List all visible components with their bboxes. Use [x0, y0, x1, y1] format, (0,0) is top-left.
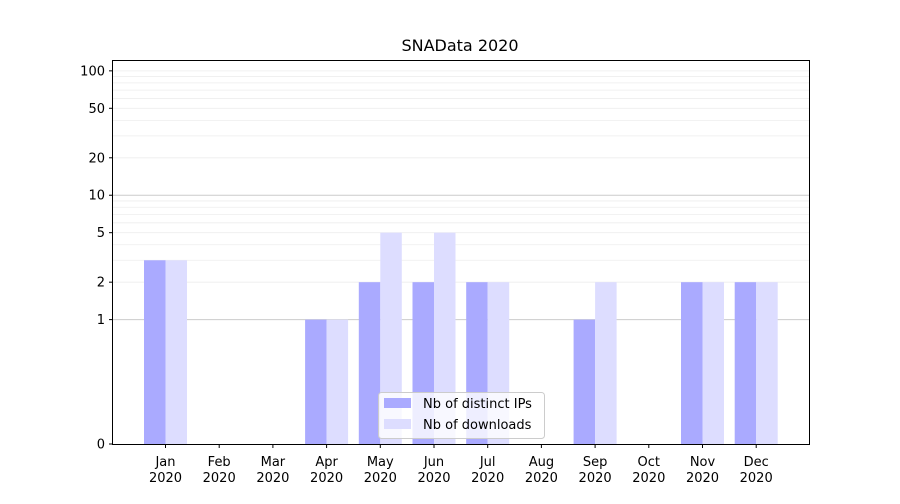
- y-tick-label: 100: [80, 64, 105, 79]
- x-axis: Jan 2020 Feb 2020 Mar 2020 Apr 2020 May 2020 Jun 20…: [149, 444, 773, 486]
- bar-downloads: [165, 260, 187, 444]
- y-tick-label: 1: [97, 313, 105, 328]
- gridlines: [113, 70, 809, 321]
- x-tick-label: Apr 2020: [310, 455, 343, 486]
- bar-downloads: [702, 282, 724, 444]
- bar-downloads: [434, 232, 456, 444]
- bar-downloads: [326, 319, 349, 444]
- x-tick-label: Nov 2020: [686, 455, 719, 486]
- x-tick-label: Jun 2020: [417, 455, 450, 486]
- y-tick-label: 0: [97, 438, 105, 453]
- legend-swatch: [384, 419, 411, 429]
- x-tick-label: Feb 2020: [203, 455, 236, 486]
- x-tick-label: Jul 2020: [471, 455, 504, 486]
- y-tick-label: 5: [97, 226, 105, 241]
- legend-swatch: [384, 398, 411, 408]
- x-tick-label: Mar 2020: [256, 455, 289, 486]
- x-tick-label: May 2020: [364, 455, 397, 486]
- y-tick-label: 20: [88, 151, 105, 166]
- x-tick-label: Dec 2020: [740, 455, 773, 486]
- y-tick-label: 10: [88, 189, 105, 204]
- bar-distinct-ips: [573, 319, 596, 444]
- legend-label: Nb of downloads: [423, 418, 532, 433]
- bar-distinct-ips: [734, 282, 757, 444]
- bar-distinct-ips: [144, 260, 166, 444]
- y-tick-label: 2: [97, 276, 105, 291]
- plot-frame: [112, 60, 810, 445]
- x-tick-label: Sep 2020: [579, 455, 612, 486]
- x-tick-label: Jan 2020: [149, 455, 182, 486]
- y-axis: 0 1 2 5 10 20 50 100: [80, 64, 113, 453]
- chart-title: SNAData 2020: [401, 36, 518, 55]
- bar-distinct-ips: [358, 282, 381, 444]
- legend-box: [378, 392, 545, 439]
- y-tick-label: 50: [88, 102, 105, 117]
- bar-distinct-ips: [681, 282, 703, 444]
- bar-downloads: [595, 282, 617, 444]
- bar-distinct-ips: [305, 319, 327, 444]
- legend-label: Nb of distinct IPs: [423, 397, 532, 412]
- legend: Nb of distinct IPs Nb of downloads: [378, 392, 545, 439]
- x-tick-label: Oct 2020: [632, 455, 665, 486]
- x-tick-label: Aug 2020: [525, 455, 558, 486]
- bar-downloads: [380, 232, 402, 444]
- bar-downloads: [756, 282, 778, 444]
